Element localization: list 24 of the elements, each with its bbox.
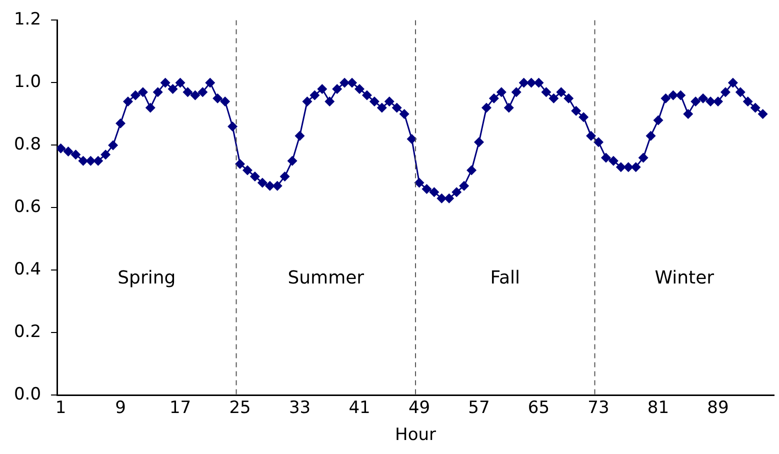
y-tick-label: 1.0 (14, 72, 42, 92)
y-tick-label: 0.0 (14, 384, 42, 405)
x-tick-label: 57 (468, 398, 490, 418)
y-tick-label: 0.2 (14, 322, 42, 342)
y-tick-label: 0.6 (14, 197, 42, 218)
annotation: Summer (288, 268, 365, 289)
x-tick-label: 17 (169, 398, 192, 418)
y-tick-label: 1.2 (14, 10, 42, 30)
x-tick-label: 81 (647, 398, 670, 418)
x-tick-label: 1 (55, 398, 66, 418)
x-tick-label: 49 (408, 398, 430, 418)
x-tick-label: 33 (288, 398, 311, 418)
annotation: Spring (118, 268, 176, 289)
x-tick-label: 25 (229, 398, 251, 418)
x-tick-label: 89 (707, 398, 729, 418)
x-tick-label: 65 (528, 398, 550, 418)
y-tick-label: 0.4 (14, 260, 42, 280)
annotation: Fall (490, 268, 520, 289)
x-tick-label: 9 (115, 398, 126, 418)
x-tick-label: 73 (588, 398, 610, 418)
x-tick-label: 41 (348, 398, 370, 418)
x-axis-title: Hour (395, 425, 436, 446)
y-tick-label: 0.8 (14, 134, 42, 155)
annotation: Winter (654, 268, 715, 289)
